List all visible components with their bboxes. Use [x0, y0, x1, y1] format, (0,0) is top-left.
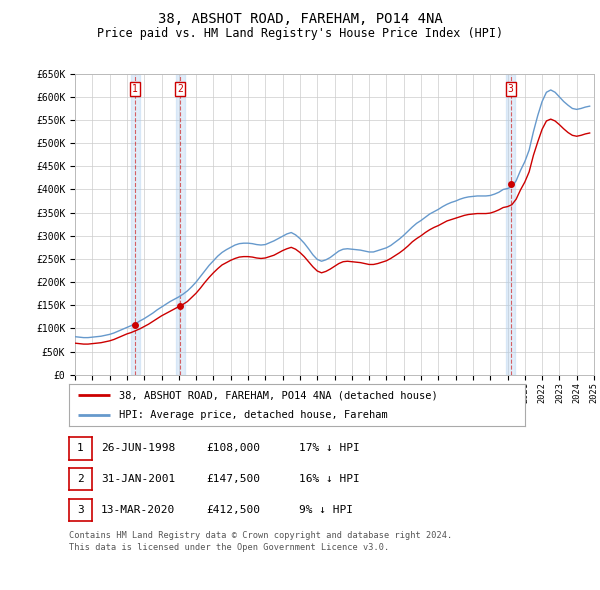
Text: 2: 2: [177, 84, 183, 94]
Text: HPI: Average price, detached house, Fareham: HPI: Average price, detached house, Fare…: [119, 411, 388, 420]
Text: 17% ↓ HPI: 17% ↓ HPI: [299, 444, 359, 453]
Text: 1: 1: [132, 84, 138, 94]
Text: 38, ABSHOT ROAD, FAREHAM, PO14 4NA: 38, ABSHOT ROAD, FAREHAM, PO14 4NA: [158, 12, 442, 27]
Text: 3: 3: [508, 84, 514, 94]
Text: Contains HM Land Registry data © Crown copyright and database right 2024.
This d: Contains HM Land Registry data © Crown c…: [69, 531, 452, 552]
Text: 3: 3: [77, 505, 84, 514]
Text: 9% ↓ HPI: 9% ↓ HPI: [299, 505, 353, 514]
Text: 2: 2: [77, 474, 84, 484]
Text: 26-JUN-1998: 26-JUN-1998: [101, 444, 175, 453]
Text: Price paid vs. HM Land Registry's House Price Index (HPI): Price paid vs. HM Land Registry's House …: [97, 27, 503, 40]
Text: 1: 1: [77, 444, 84, 453]
Text: 31-JAN-2001: 31-JAN-2001: [101, 474, 175, 484]
Text: £108,000: £108,000: [206, 444, 260, 453]
Text: 13-MAR-2020: 13-MAR-2020: [101, 505, 175, 514]
Bar: [176, 74, 185, 375]
Text: 16% ↓ HPI: 16% ↓ HPI: [299, 474, 359, 484]
Text: £147,500: £147,500: [206, 474, 260, 484]
Bar: [506, 74, 515, 375]
Text: £412,500: £412,500: [206, 505, 260, 514]
Bar: [131, 74, 140, 375]
Text: 38, ABSHOT ROAD, FAREHAM, PO14 4NA (detached house): 38, ABSHOT ROAD, FAREHAM, PO14 4NA (deta…: [119, 391, 438, 401]
